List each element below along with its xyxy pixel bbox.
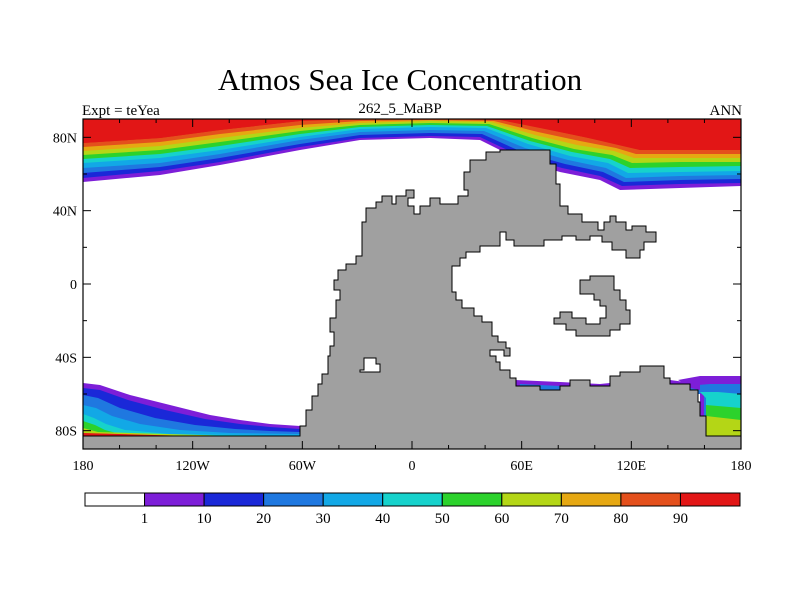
sh-ice-east-e [706,416,741,449]
colorbar-swatch [144,492,205,507]
period-label: ANN [709,103,743,119]
sh-ice-coast-strip-b [520,384,700,394]
sh-ice-west-b [83,388,300,449]
colorbar: 1 10 20 30 40 50 60 70 80 90 [84,492,741,527]
nh-ice-band-9 [83,119,741,154]
nh-ice-band-7 [83,119,741,163]
colorbar-swatch [382,492,443,507]
sh-ice-west-f [83,421,300,449]
x-tick-label: 0 [409,459,416,474]
sh-ice-east-c [700,392,741,449]
sh-ice-east-b [686,384,741,449]
nh-ice-band-5 [83,119,741,173]
nh-ice-band-6 [83,119,741,168]
colorbar-swatch [501,492,562,507]
x-tick-label: 120E [617,459,647,474]
sh-ice-weddell-c [336,404,515,449]
colorbar-swatch [322,492,384,507]
antarctic-interior [510,424,515,436]
southern-sea-ice [83,376,741,449]
eastern-arm-land [553,275,631,337]
y-tick-label: 40N [53,205,77,220]
x-axis: 180 120W 60W 0 60E 120E 180 [73,119,752,474]
sh-ice-weddell-f [395,426,515,449]
x-tick-label: 180 [731,459,752,474]
x-tick-label: 60W [289,459,317,474]
sh-ice-east [678,376,741,449]
colorbar-label: 1 [141,511,149,527]
plot-subtitle: 262_5_MaBP [358,101,442,117]
colorbar-swatch [84,492,146,507]
sh-ice-west [83,383,300,449]
nh-ice-band-1 [83,119,741,190]
colorbar-label: 40 [375,511,390,527]
colorbar-label: 30 [316,511,331,527]
colorbar-label: 80 [613,511,628,527]
colorbar-label: 90 [673,511,688,527]
y-tick-label: 80S [55,425,77,440]
land-masses [83,149,741,449]
colorbar-swatch [263,492,324,507]
sh-ice-east-d [706,405,741,449]
sh-ice-west-h [83,433,300,449]
sh-ice-coast-strip [515,380,700,392]
y-tick-label: 40S [55,351,77,366]
x-tick-label: 120W [176,459,211,474]
colorbar-swatch [679,492,741,507]
x-tick-label: 60E [510,459,533,474]
y-axis: 80N 40N 0 40S 80S [53,131,741,440]
map-plot-area [83,119,741,449]
nh-ice-band-2 [83,119,741,186]
sh-ice-west-g [83,428,300,449]
sh-ice-west-c [83,395,300,449]
colorbar-label: 20 [256,511,271,527]
nh-ice-core [83,119,741,150]
ocean-background [83,119,741,449]
colorbar-swatch [203,492,265,507]
colorbar-label: 70 [554,511,569,527]
sh-ice-weddell [328,392,515,449]
sh-ice-weddell-e [340,422,515,449]
tethys-gulf [359,357,381,373]
colorbar-label: 60 [494,511,509,527]
colorbar-label: 50 [435,511,450,527]
sh-ice-west-e [83,414,300,449]
sh-ice-west-d [83,405,300,449]
northern-sea-ice [83,119,741,190]
experiment-label: Expt = teYea [82,103,160,119]
nh-ice-band-10 [83,119,741,150]
pangaea-land [83,149,741,449]
sh-ice-weddell-b [332,396,515,449]
y-tick-label: 0 [70,278,77,293]
sh-ice-weddell-d [334,414,515,449]
colorbar-label: 10 [197,511,212,527]
colorbar-swatch [441,492,503,507]
nh-ice-band-8 [83,119,741,158]
x-tick-label: 180 [73,459,94,474]
colorbar-swatch [560,492,622,507]
page-title: Atmos Sea Ice Concentration [217,62,583,97]
colorbar-swatch [620,492,681,507]
nh-ice-band-4 [83,119,741,178]
y-tick-label: 80N [53,131,77,146]
nh-ice-band-3 [83,119,741,182]
map-frame [82,118,742,450]
